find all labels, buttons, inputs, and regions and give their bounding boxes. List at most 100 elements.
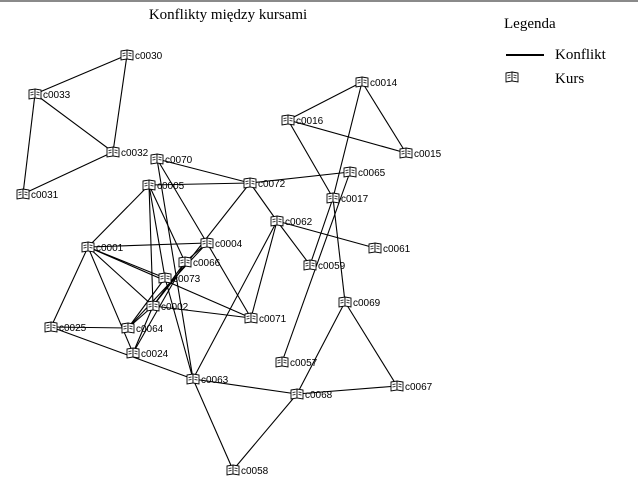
node-label: c0014 — [370, 78, 398, 89]
node-c0073: c0073 — [158, 272, 201, 285]
edge-c0017-c0069 — [332, 197, 346, 303]
legend-edge-label: Konflikt — [555, 47, 607, 63]
node-label: c0070 — [165, 155, 193, 166]
edge-c0001-c0024 — [87, 246, 134, 354]
book-icon — [270, 215, 284, 227]
edge-c0072-c0065 — [249, 171, 351, 184]
node-c0004: c0004 — [200, 237, 243, 250]
node-c0057: c0057 — [275, 356, 318, 369]
node-c0062: c0062 — [270, 215, 313, 228]
node-label: c0005 — [157, 181, 185, 192]
node-c0061: c0061 — [368, 242, 411, 255]
node-label: c0069 — [353, 298, 381, 309]
node-label: c0071 — [259, 314, 287, 325]
book-icon — [121, 322, 135, 334]
book-icon — [326, 192, 340, 204]
edge-c0063-c0058 — [192, 378, 234, 471]
book-icon — [338, 296, 352, 308]
edge-c0070-c0004 — [156, 158, 208, 244]
book-icon — [81, 241, 95, 253]
book-icon — [186, 373, 200, 385]
node-c0032: c0032 — [106, 146, 149, 159]
edge-c0002-c0024 — [132, 305, 154, 354]
book-icon — [120, 49, 134, 61]
top-border — [0, 0, 638, 2]
book-icon — [158, 272, 172, 284]
node-label: c0004 — [215, 239, 243, 250]
edge-c0063-c0068 — [192, 378, 298, 395]
node-label: c0031 — [31, 190, 59, 201]
node-c0070: c0070 — [150, 153, 193, 166]
edge-c0016-c0017 — [287, 119, 334, 199]
book-icon — [368, 242, 382, 254]
node-label: c0030 — [135, 51, 163, 62]
edge-c0017-c0059 — [309, 197, 334, 266]
edge-c0001-c0004 — [87, 242, 208, 248]
book-icon — [343, 166, 357, 178]
book-icon — [126, 347, 140, 359]
book-icon — [303, 259, 317, 271]
edge-c0068-c0067 — [296, 385, 398, 395]
node-c0059: c0059 — [303, 259, 346, 272]
node-label: c0066 — [193, 258, 221, 269]
node-label: c0073 — [173, 274, 201, 285]
node-c0063: c0063 — [186, 373, 229, 386]
book-icon — [275, 356, 289, 368]
node-label: c0024 — [141, 349, 169, 360]
edge-c0069-c0068 — [296, 301, 346, 395]
edge-c0005-c0001 — [87, 184, 150, 248]
edge-c0062-c0059 — [276, 220, 311, 266]
node-c0005: c0005 — [142, 179, 185, 192]
book-icon — [200, 237, 214, 249]
node-label: c0057 — [290, 358, 318, 369]
edge-c0031-c0032 — [22, 151, 114, 195]
node-label: c0063 — [201, 375, 229, 386]
book-icon — [44, 321, 58, 333]
node-label: c0072 — [258, 179, 286, 190]
book-icon — [505, 71, 519, 83]
book-icon — [244, 312, 258, 324]
node-c0016: c0016 — [281, 114, 324, 127]
node-c0072: c0072 — [243, 177, 286, 190]
book-icon — [16, 188, 30, 200]
node-c0001: c0001 — [81, 241, 124, 254]
node-c0065: c0065 — [343, 166, 386, 179]
node-label: c0032 — [121, 148, 149, 159]
edge-c0025-c0064 — [50, 326, 129, 329]
node-label: c0001 — [96, 243, 124, 254]
node-c0031: c0031 — [16, 188, 59, 201]
node-c0058: c0058 — [226, 464, 269, 477]
node-label: c0067 — [405, 382, 433, 393]
edge-c0072-c0062 — [249, 182, 278, 222]
book-icon — [281, 114, 295, 126]
chart-title: Konflikty między kursami — [149, 7, 307, 23]
node-label: c0062 — [285, 217, 313, 228]
node-label: c0064 — [136, 324, 164, 335]
book-icon — [28, 88, 42, 100]
node-c0025: c0025 — [44, 321, 87, 334]
node-c0024: c0024 — [126, 347, 169, 360]
edge-c0002-c0071 — [152, 305, 252, 319]
book-icon — [106, 146, 120, 158]
node-c0064: c0064 — [121, 322, 164, 335]
edge-c0033-c0031 — [22, 93, 36, 195]
book-icon — [178, 256, 192, 268]
node-label: c0017 — [341, 194, 369, 205]
book-icon — [142, 179, 156, 191]
node-c0068: c0068 — [290, 388, 333, 401]
book-icon — [355, 76, 369, 88]
node-c0066: c0066 — [178, 256, 221, 269]
node-label: c0002 — [161, 302, 189, 313]
node-c0014: c0014 — [355, 76, 398, 89]
node-c0071: c0071 — [244, 312, 287, 325]
edge-c0062-c0061 — [276, 220, 376, 249]
node-label: c0025 — [59, 323, 87, 334]
node-label: c0015 — [414, 149, 442, 160]
edge-c0014-c0017 — [332, 81, 363, 199]
edge-c0025-c0063 — [50, 326, 194, 380]
edge-c0066-c0002 — [152, 261, 186, 307]
node-c0033: c0033 — [28, 88, 71, 101]
edge-c0001-c0025 — [50, 246, 89, 328]
node-label: c0016 — [296, 116, 324, 127]
